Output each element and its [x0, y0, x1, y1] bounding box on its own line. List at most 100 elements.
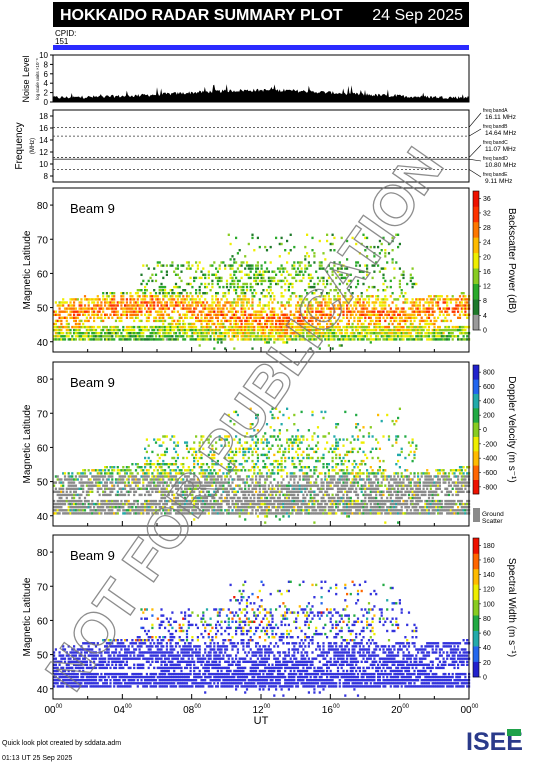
- scatter-cell: [71, 338, 74, 341]
- frequency-ytick-label: 8: [44, 172, 49, 181]
- scatter-cell: [295, 338, 298, 341]
- scatter-cell: [122, 478, 125, 481]
- scatter-cell: [198, 481, 201, 484]
- scatter-cell: [282, 499, 285, 503]
- scatter-cell: [122, 301, 125, 304]
- scatter-cell: [447, 332, 451, 335]
- scatter-cell: [298, 490, 301, 493]
- scatter-cell: [251, 490, 254, 493]
- scatter-cell: [236, 496, 239, 500]
- scatter-cell: [173, 319, 176, 323]
- scatter-cell: [73, 307, 76, 310]
- scatter-cell: [464, 295, 467, 298]
- scatter-cell: [60, 481, 63, 484]
- scatter-cell: [309, 276, 312, 280]
- scatter-cell: [275, 407, 278, 410]
- scatter-cell: [211, 456, 214, 460]
- scatter-cell: [63, 472, 67, 475]
- scatter-cell: [216, 328, 219, 332]
- scatter-cell: [207, 325, 210, 329]
- scatter-cell: [415, 328, 418, 332]
- scatter-cell: [240, 325, 243, 329]
- scatter-cell: [262, 453, 265, 457]
- scatter-cell: [258, 328, 261, 332]
- scatter-cell: [69, 487, 72, 490]
- scatter-cell: [111, 310, 114, 313]
- scatter-cell: [256, 335, 259, 338]
- scatter-cell: [380, 335, 383, 338]
- scatter-cell: [309, 484, 312, 487]
- scatter-cell: [216, 478, 219, 481]
- scatter-cell: [74, 325, 77, 329]
- scatter-cell: [275, 338, 278, 341]
- scatter-cell: [164, 509, 167, 512]
- scatter-cell: [235, 502, 238, 506]
- scatter-cell: [78, 509, 81, 512]
- scatter-cell: [245, 490, 249, 493]
- scatter-cell: [165, 332, 168, 335]
- scatter-cell: [69, 338, 72, 341]
- scatter-cell: [184, 332, 187, 335]
- scatter-cell: [127, 332, 130, 335]
- scatter-cell: [309, 469, 312, 472]
- scatter-cell: [375, 301, 378, 304]
- scatter-cell: [173, 493, 176, 497]
- scatter-cell: [264, 490, 267, 493]
- scatter-cell: [133, 512, 136, 515]
- scatter-cell: [382, 301, 385, 304]
- scatter-cell: [227, 301, 230, 304]
- scatter-cell: [151, 478, 154, 481]
- scatter-cell: [384, 335, 387, 338]
- scatter-cell: [313, 255, 316, 258]
- scatter-cell: [202, 463, 205, 466]
- scatter-cell: [458, 295, 462, 298]
- scatter-cell: [195, 484, 198, 487]
- scatter-cell: [247, 267, 250, 270]
- scatter-cell: [104, 475, 107, 478]
- scatter-cell: [265, 338, 269, 341]
- scatter-cell: [195, 453, 198, 457]
- scatter-cell: [120, 298, 123, 301]
- scatter-cell: [173, 285, 176, 289]
- scatter-cell: [215, 325, 218, 329]
- scatter-cell: [260, 276, 263, 280]
- scatter-cell: [244, 512, 247, 515]
- scatter-cell: [253, 469, 256, 472]
- scatter-cell: [200, 481, 203, 484]
- scatter-cell: [215, 447, 218, 450]
- scatter-cell: [89, 328, 92, 332]
- scatter-cell: [329, 301, 332, 304]
- scatter-cell: [187, 512, 190, 515]
- scatter-cell: [89, 335, 92, 338]
- scatter-cell: [222, 295, 225, 298]
- scatter-cell: [222, 292, 225, 295]
- scatter-cell: [271, 310, 274, 313]
- scatter-cell: [282, 267, 285, 270]
- scatter-cell: [316, 499, 320, 503]
- scatter-cell: [80, 484, 83, 487]
- scatter-cell: [165, 463, 168, 466]
- scatter-cell: [371, 285, 374, 289]
- frequency-band-value: 9.11 MHz: [485, 178, 512, 185]
- scatter-cell: [114, 310, 118, 313]
- scatter-cell: [229, 484, 232, 487]
- scatter-cell: [386, 285, 389, 289]
- scatter-cell: [60, 310, 63, 313]
- scatter-cell: [282, 316, 285, 319]
- scatter-cell: [184, 512, 187, 515]
- scatter-cell: [356, 316, 360, 319]
- scatter-cell: [269, 332, 272, 335]
- scatter-cell: [404, 316, 407, 319]
- scatter-cell: [446, 325, 449, 329]
- scatter-cell: [180, 279, 183, 283]
- scatter-cell: [449, 319, 452, 323]
- scatter-cell: [313, 502, 316, 506]
- scatter-cell: [215, 484, 218, 487]
- scatter-cell: [80, 472, 83, 475]
- scatter-cell: [167, 325, 170, 329]
- scatter-cell: [182, 298, 185, 301]
- scatter-cell: [316, 304, 320, 307]
- scatter-cell: [278, 322, 281, 326]
- scatter-cell: [413, 301, 416, 304]
- scatter-cell: [109, 466, 112, 469]
